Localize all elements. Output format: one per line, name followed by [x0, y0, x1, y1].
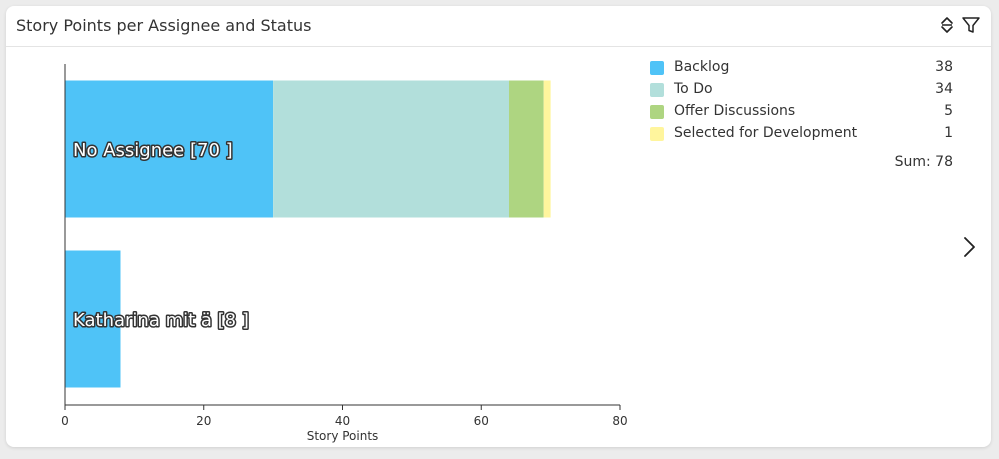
bar-chart: 0 20 40 60 80 Story Points No Assignee [70 ] K…: [61, 64, 628, 443]
legend-label: Offer Discussions: [674, 103, 796, 119]
legend-swatch: [650, 105, 664, 119]
sort-updown-icon[interactable]: [936, 14, 958, 36]
bar-segment-backlog-0[interactable]: [65, 80, 274, 218]
bar-segment-offer-discussions-0[interactable]: [509, 80, 544, 218]
legend-value: 38: [935, 59, 953, 75]
x-tick-label: 80: [612, 414, 627, 428]
x-tick-label: 40: [335, 414, 350, 428]
x-tick-label: 0: [61, 414, 69, 428]
legend-item[interactable]: Offer Discussions 5: [648, 102, 953, 124]
legend-swatch: [650, 61, 664, 75]
x-tick-label: 20: [196, 414, 211, 428]
chevron-right-icon[interactable]: [958, 234, 980, 260]
card-header: Story Points per Assignee and Status: [6, 6, 991, 47]
chart-card: Story Points per Assignee and Status 0 20…: [6, 6, 991, 447]
legend-swatch: [650, 127, 664, 141]
chart-title: Story Points per Assignee and Status: [16, 16, 312, 35]
legend-item[interactable]: Selected for Development 1: [648, 124, 953, 146]
x-axis-label: Story Points: [307, 429, 379, 443]
legend-value: 34: [935, 81, 953, 97]
legend-label: To Do: [674, 81, 713, 97]
legend-sum: Sum: 78: [894, 154, 953, 170]
x-tick-label: 60: [474, 414, 489, 428]
legend-label: Selected for Development: [674, 125, 858, 141]
bar-segment-backlog-1[interactable]: [65, 250, 121, 388]
bar-segment-selected-for-development-0[interactable]: [543, 80, 551, 218]
legend-value: 1: [944, 125, 953, 141]
legend-value: 5: [944, 103, 953, 119]
chart-legend: Backlog 38 To Do 34 Offer Discussions 5 Select…: [648, 58, 953, 170]
bar-segment-to-do-0[interactable]: [273, 80, 509, 218]
legend-item[interactable]: To Do 34: [648, 80, 953, 102]
legend-label: Backlog: [674, 59, 730, 75]
legend-item[interactable]: Backlog 38: [648, 58, 953, 80]
legend-swatch: [650, 83, 664, 97]
filter-icon[interactable]: [960, 14, 982, 36]
category-label: Katharina mit ä [8 ]: [73, 310, 249, 331]
category-label: No Assignee [70 ]: [73, 140, 233, 161]
